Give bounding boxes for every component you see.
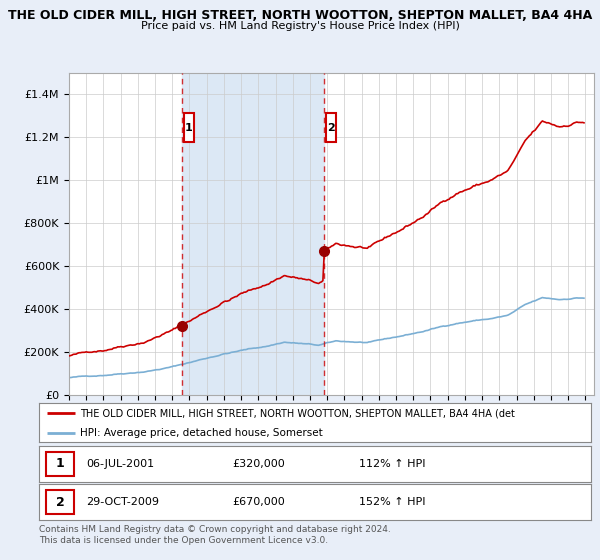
Text: Price paid vs. HM Land Registry's House Price Index (HPI): Price paid vs. HM Land Registry's House … (140, 21, 460, 31)
Text: £670,000: £670,000 (232, 497, 285, 507)
FancyBboxPatch shape (184, 113, 194, 142)
FancyBboxPatch shape (46, 489, 74, 515)
Bar (182, 73, 323, 395)
Text: 2: 2 (327, 123, 335, 133)
Text: 1: 1 (56, 458, 64, 470)
Text: £320,000: £320,000 (232, 459, 285, 469)
Text: HPI: Average price, detached house, Somerset: HPI: Average price, detached house, Some… (80, 428, 323, 437)
Text: 152% ↑ HPI: 152% ↑ HPI (359, 497, 425, 507)
FancyBboxPatch shape (46, 451, 74, 477)
Text: 2: 2 (56, 496, 64, 508)
Text: Contains HM Land Registry data © Crown copyright and database right 2024.
This d: Contains HM Land Registry data © Crown c… (39, 525, 391, 545)
Text: THE OLD CIDER MILL, HIGH STREET, NORTH WOOTTON, SHEPTON MALLET, BA4 4HA (det: THE OLD CIDER MILL, HIGH STREET, NORTH W… (80, 408, 515, 418)
Text: 1: 1 (185, 123, 193, 133)
Text: 112% ↑ HPI: 112% ↑ HPI (359, 459, 425, 469)
FancyBboxPatch shape (326, 113, 335, 142)
Text: 29-OCT-2009: 29-OCT-2009 (86, 497, 159, 507)
Text: 06-JUL-2001: 06-JUL-2001 (86, 459, 154, 469)
Text: THE OLD CIDER MILL, HIGH STREET, NORTH WOOTTON, SHEPTON MALLET, BA4 4HA: THE OLD CIDER MILL, HIGH STREET, NORTH W… (8, 9, 592, 22)
